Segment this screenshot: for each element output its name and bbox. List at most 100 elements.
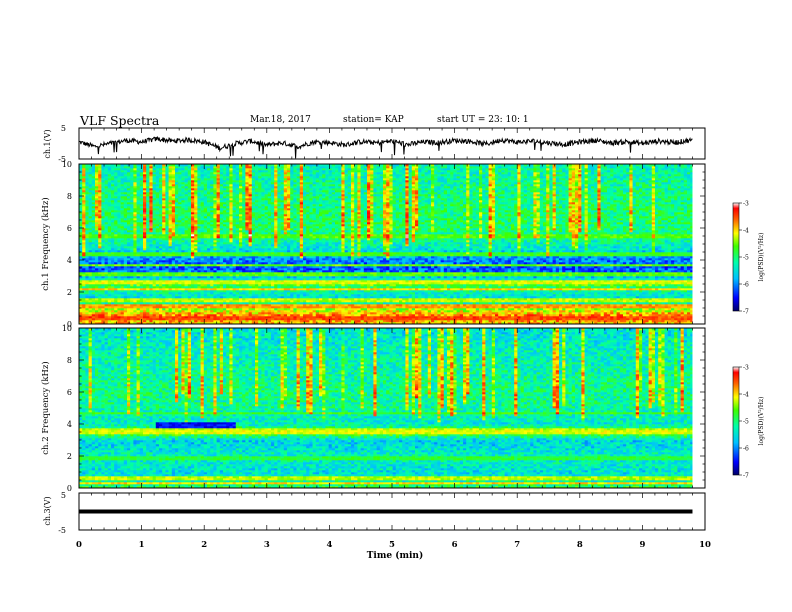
spectrogram-cell [165, 292, 169, 295]
spectrogram-cell [82, 286, 86, 289]
spectrogram-cell [130, 214, 134, 217]
spectrogram-cell [251, 174, 256, 177]
spectrogram-cell [223, 270, 227, 273]
spectrogram-cell [85, 266, 89, 269]
spectrogram-cell [223, 236, 227, 239]
spectrogram-cell [85, 302, 89, 305]
spectrogram-cell [245, 266, 249, 269]
spectrogram-cell [235, 186, 240, 189]
spectrogram-cell [95, 296, 99, 299]
spectrogram-cell [98, 250, 102, 253]
spectrogram-cell [111, 190, 115, 193]
spectrogram-cell [136, 190, 141, 193]
spectrogram-cell [117, 212, 121, 215]
spectrogram-cell [152, 180, 157, 183]
spectrogram-cell [139, 186, 144, 189]
spectrogram-cell [258, 184, 262, 187]
spectrogram-cell [213, 268, 217, 271]
spectrogram-cell [165, 286, 169, 289]
spectrogram-cell [91, 210, 96, 213]
spectrogram-cell [165, 240, 169, 243]
spectrogram-cell [149, 246, 153, 249]
spectrogram-cell [261, 262, 265, 265]
spectrogram-cell [232, 214, 237, 217]
spectrogram-cell [194, 298, 198, 301]
spectrogram-cell [104, 272, 109, 275]
spectrogram-cell [79, 316, 83, 319]
spectrogram-cell [271, 222, 275, 225]
spectrogram-cell [85, 246, 89, 249]
spectrogram-cell [120, 226, 125, 229]
spectrogram-cell [255, 312, 259, 315]
spectrogram-cell [88, 224, 93, 227]
spectrogram-cell [162, 298, 166, 301]
spectrogram-cell [197, 270, 201, 273]
spectrogram-cell [255, 268, 259, 271]
spectrogram-cell [178, 312, 182, 315]
spectrogram-cell [267, 224, 272, 227]
spectrogram-cell [91, 206, 96, 209]
spectrogram-cell [91, 202, 96, 205]
spectrogram-cell [143, 310, 147, 313]
spectrogram-cell [114, 210, 118, 213]
spectrogram-cell [123, 304, 128, 307]
spectrogram-cell [219, 320, 224, 323]
spectrogram-cell [146, 304, 150, 307]
spectrogram-cell [187, 222, 192, 225]
spectrogram-cell [149, 250, 153, 253]
spectrogram-cell [107, 232, 112, 235]
spectrogram-cell [139, 202, 144, 205]
spectrogram-cell [219, 270, 224, 273]
spectrogram-cell [187, 168, 192, 171]
spectrogram-cell [255, 260, 259, 263]
spectrogram-cell [178, 252, 182, 255]
spectrogram-cell [229, 256, 233, 259]
spectrogram-cell [232, 216, 237, 219]
spectrogram-cell [165, 188, 169, 191]
spectrogram-cell [123, 182, 128, 185]
spectrogram-cell [88, 190, 93, 193]
spectrogram-cell [85, 252, 89, 255]
spectrogram-cell [197, 180, 201, 183]
spectrogram-cell [251, 178, 256, 181]
spectrogram-cell [88, 164, 93, 167]
spectrogram-cell [95, 184, 99, 187]
spectrogram-cell [219, 202, 224, 205]
spectrogram-cell [219, 194, 224, 197]
spectrogram-cell [91, 170, 96, 173]
spectrogram-cell [88, 242, 93, 245]
spectrogram-cell [143, 210, 147, 213]
spectrogram-cell [159, 306, 163, 309]
spectrogram-cell [165, 272, 169, 275]
spectrogram-cell [248, 194, 253, 197]
spectrogram-cell [191, 164, 195, 167]
spectrogram-cell [82, 174, 86, 177]
spectrogram-cell [152, 238, 157, 241]
spectrogram-cell [235, 282, 240, 285]
spectrogram-cell [191, 298, 195, 301]
spectrogram-cell [143, 184, 147, 187]
spectrogram-cell [85, 170, 89, 173]
spectrogram-cell [82, 272, 86, 275]
spectrogram-cell [229, 252, 233, 255]
spectrogram-cell [82, 184, 86, 187]
spectrogram-cell [136, 314, 141, 317]
spectrogram-cell [139, 222, 144, 225]
spectrogram-cell [120, 270, 125, 273]
spectrogram-cell [82, 288, 86, 291]
spectrogram-cell [216, 226, 221, 229]
spectrogram-cell [101, 320, 105, 323]
spectrogram-cell [146, 166, 150, 169]
spectrogram-cell [79, 312, 83, 315]
spectrogram-cell [88, 310, 93, 313]
spectrogram-cell [184, 226, 189, 229]
spectrogram-cell [184, 232, 189, 235]
spectrogram-cell [98, 228, 102, 231]
spectrogram-cell [162, 270, 166, 273]
spectrogram-cell [127, 214, 131, 217]
spectrogram-cell [123, 258, 128, 261]
spectrogram-cell [133, 170, 137, 173]
spectrogram-cell [200, 288, 205, 291]
spectrogram-cell [165, 268, 169, 271]
spectrogram-cell [168, 306, 173, 309]
